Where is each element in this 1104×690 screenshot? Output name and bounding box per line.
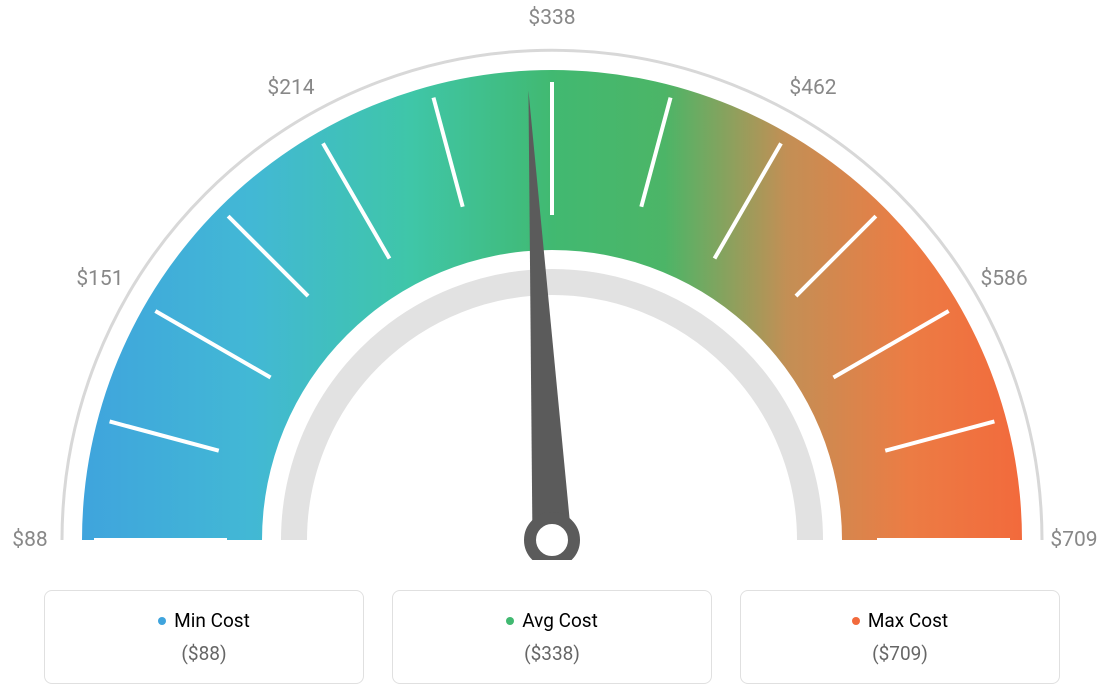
dot-icon (506, 617, 514, 625)
legend: Min Cost ($88) Avg Cost ($338) Max Cost … (0, 590, 1104, 684)
legend-value: ($88) (65, 642, 343, 665)
legend-box-max: Max Cost ($709) (740, 590, 1060, 684)
legend-box-avg: Avg Cost ($338) (392, 590, 712, 684)
gauge-tick-label: $88 (12, 528, 47, 552)
gauge-svg: $88 $151 $214 $338 $462 $586 $709 (0, 0, 1104, 560)
legend-label: Min Cost (174, 609, 250, 632)
gauge-tick-label: $338 (528, 6, 575, 30)
gauge-chart: $88 $151 $214 $338 $462 $586 $709 (0, 0, 1104, 560)
gauge-tick-label: $586 (980, 267, 1027, 291)
legend-title-min: Min Cost (65, 609, 343, 632)
gauge-tick-label: $462 (789, 76, 836, 100)
legend-title-max: Max Cost (761, 609, 1039, 632)
legend-value: ($709) (761, 642, 1039, 665)
dot-icon (852, 617, 860, 625)
dot-icon (158, 617, 166, 625)
gauge-tick-label: $214 (267, 76, 314, 100)
legend-label: Avg Cost (522, 609, 598, 632)
gauge-hub (530, 518, 574, 560)
legend-title-avg: Avg Cost (413, 609, 691, 632)
legend-box-min: Min Cost ($88) (44, 590, 364, 684)
legend-value: ($338) (413, 642, 691, 665)
legend-label: Max Cost (868, 609, 948, 632)
gauge-tick-label: $709 (1050, 528, 1097, 552)
gauge-tick-label: $151 (76, 267, 123, 291)
